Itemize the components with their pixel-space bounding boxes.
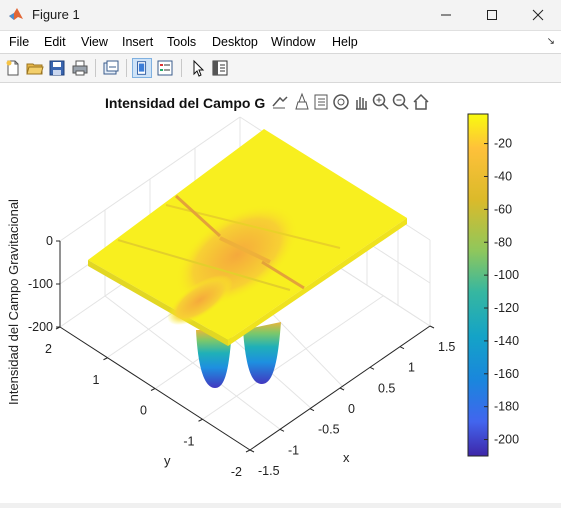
figure-toolbar xyxy=(0,54,561,83)
tick-mark xyxy=(399,346,405,350)
axes-toolbar xyxy=(270,92,432,114)
toolbar-separator xyxy=(95,59,96,77)
zoom-in-icon[interactable] xyxy=(371,92,391,112)
y-tick-label: -1 xyxy=(183,434,194,448)
colorbar-tick-label: -40 xyxy=(494,169,512,183)
colorbar-tick-label: -80 xyxy=(494,235,512,249)
y-tick-label: 2 xyxy=(45,342,52,356)
colorbar-tick-labels: -20 -40 -60 -80 -100 -120 -140 -160 -180 -200 xyxy=(484,137,519,447)
surface-edge-left xyxy=(88,260,228,346)
data-tip-icon[interactable] xyxy=(311,92,331,112)
tick-mark xyxy=(103,357,108,361)
colorbar-tick-label: -120 xyxy=(494,301,519,315)
minimize-button[interactable] xyxy=(423,0,469,30)
x-tick-labels: -1.5 -1 -0.5 0 0.5 1 1.5 xyxy=(249,325,455,478)
save-icon[interactable] xyxy=(47,58,67,78)
y-tick-label: -2 xyxy=(231,465,242,479)
z-tick-label: -100 xyxy=(28,277,53,291)
tick-mark xyxy=(55,326,61,330)
plot-title: Intensidad del Campo G xyxy=(105,95,265,111)
menu-help[interactable]: Help xyxy=(332,35,358,49)
brush-icon[interactable] xyxy=(292,92,312,112)
new-figure-icon[interactable] xyxy=(3,58,23,78)
x-axis-label: x xyxy=(343,450,350,465)
colorbar-tick-label: -60 xyxy=(494,202,512,216)
dock-icon[interactable] xyxy=(132,58,152,78)
tick-mark xyxy=(339,387,345,391)
z-tick-label: 0 xyxy=(46,234,53,248)
menu-desktop[interactable]: Desktop xyxy=(212,35,258,49)
surface-well-right xyxy=(243,322,281,384)
colorbar-tick-label: -100 xyxy=(494,268,519,282)
close-button[interactable] xyxy=(515,0,561,30)
window-title: Figure 1 xyxy=(32,7,80,22)
open-file-icon[interactable] xyxy=(25,58,45,78)
home-icon[interactable] xyxy=(411,92,431,112)
tick-mark xyxy=(249,449,255,453)
x-tick-label: -1.5 xyxy=(258,464,280,478)
minimize-icon xyxy=(441,14,451,16)
menu-tools[interactable]: Tools xyxy=(167,35,197,49)
tick-mark xyxy=(198,418,203,422)
y-tick-label: 1 xyxy=(93,373,100,387)
menu-file[interactable]: File xyxy=(9,35,30,49)
menu-overflow-icon[interactable]: ↘ xyxy=(546,36,555,47)
x-tick-label: 1.5 xyxy=(438,340,455,354)
surface-ridge-3 xyxy=(174,194,222,238)
close-icon xyxy=(532,9,544,21)
tick-mark xyxy=(369,366,375,370)
z-tick-label: -200 xyxy=(28,320,53,334)
link-plot-icon[interactable] xyxy=(101,58,121,78)
x-tick-label: 0 xyxy=(348,402,355,416)
colorbar-tick-label: -160 xyxy=(494,367,519,381)
menu-bar: File Edit View Insert Tools Desktop Wind… xyxy=(0,31,561,54)
colorbar-tick-label: -200 xyxy=(494,433,519,447)
surface-edge-right xyxy=(228,218,407,346)
pan-icon[interactable] xyxy=(351,92,371,112)
x-tick-label: 1 xyxy=(408,361,415,375)
colorbar-tick-label: -20 xyxy=(494,137,512,151)
surface-dip-lower xyxy=(167,274,233,326)
z-axis-label: Intensidad del Campo Gravitacional xyxy=(6,199,21,405)
plot-svg: -200 -100 0 -2 -1 0 1 2 -1.5 -1 -0.5 0 0.5 1 1.5 Int… xyxy=(6,95,519,479)
z-tick-labels: -200 -100 0 xyxy=(28,234,60,334)
colorbar-tick-label: -180 xyxy=(494,400,519,414)
colorbar[interactable] xyxy=(467,113,489,457)
x-tick-label: 0.5 xyxy=(378,381,395,395)
menu-insert[interactable]: Insert xyxy=(122,35,154,49)
menu-view[interactable]: View xyxy=(81,35,108,49)
rotate-3d-icon[interactable] xyxy=(331,92,351,112)
tick-mark xyxy=(150,388,156,391)
maximize-icon xyxy=(487,10,497,20)
gravitational-surface xyxy=(88,129,407,388)
toolbar-separator xyxy=(126,59,127,77)
y-axis-label: y xyxy=(164,453,171,468)
tick-mark xyxy=(309,408,315,412)
export-icon[interactable] xyxy=(270,92,290,112)
surface-ridge-5 xyxy=(219,236,271,264)
y-tick-label: 0 xyxy=(140,404,147,418)
surface-ridge-4 xyxy=(261,260,305,290)
tick-mark xyxy=(245,449,251,453)
property-inspector-icon[interactable] xyxy=(210,58,230,78)
legend-icon[interactable] xyxy=(155,58,175,78)
menu-edit[interactable]: Edit xyxy=(44,35,66,49)
tick-mark xyxy=(429,325,435,329)
x-tick-label: -0.5 xyxy=(318,423,340,437)
y-tick-labels: -2 -1 0 1 2 xyxy=(45,326,251,479)
x-tick-label: -1 xyxy=(288,443,299,457)
pointer-icon[interactable] xyxy=(188,58,208,78)
colorbar-tick-label: -140 xyxy=(494,334,519,348)
tick-mark xyxy=(279,428,285,432)
title-bar: Figure 1 xyxy=(0,0,561,31)
toolbar-separator xyxy=(181,59,182,77)
surface-ridge-1 xyxy=(117,239,291,291)
matlab-logo-icon xyxy=(9,8,23,20)
print-icon[interactable] xyxy=(70,58,90,78)
surface-well-left xyxy=(196,330,232,388)
menu-window[interactable]: Window xyxy=(271,35,316,49)
figure-canvas: -200 -100 0 -2 -1 0 1 2 -1.5 -1 -0.5 0 0.5 1 1.5 Int… xyxy=(0,83,561,503)
maximize-button[interactable] xyxy=(469,0,515,30)
zoom-out-icon[interactable] xyxy=(391,92,411,112)
